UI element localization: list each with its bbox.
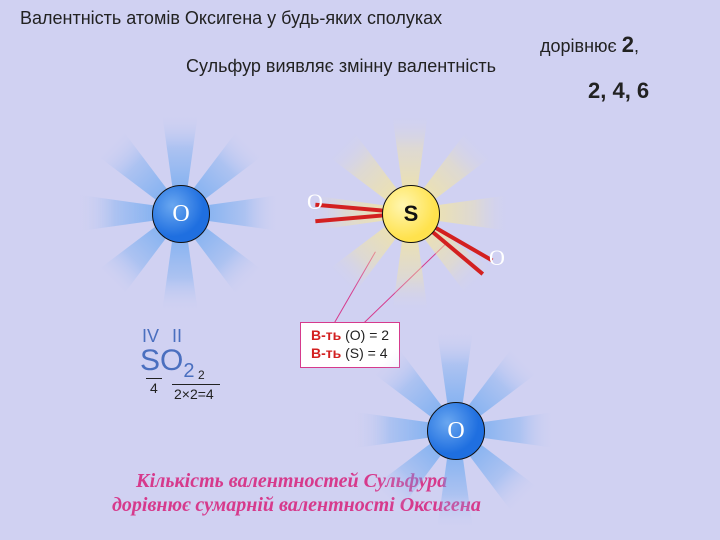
atom-oxygen-2-label: O [447, 418, 464, 445]
footer-line-2: дорівнює сумарній валентності Оксигена [112, 494, 481, 517]
valence-values: 2, 4, 6 [588, 78, 649, 104]
atom-oxygen-2-core: O [427, 402, 485, 460]
underline-right [172, 384, 220, 385]
formula-sub-2: 2 [183, 360, 194, 382]
heading-line-2-comma: , [634, 36, 639, 56]
atom-sulfur-label: S [404, 201, 419, 227]
annotation-line-o: В-ть (O) = 2 [311, 327, 389, 343]
atom-oxygen-2: O [365, 340, 545, 520]
annotation-line-s: В-ть (S) = 4 [311, 345, 389, 361]
heading-line-2-pre: дорівнює [540, 36, 622, 56]
heading-line-2-bold: 2 [622, 32, 634, 57]
annotation-s-suffix: (S) = 4 [345, 345, 387, 361]
atom-oxygen-1: O [90, 123, 270, 303]
atom-sulfur: S [320, 123, 500, 303]
heading-line-1: Валентність атомів Оксигена у будь-яких … [20, 8, 442, 29]
sulfur-o-label-1: O [307, 189, 323, 215]
annotation-o-suffix: (O) = 2 [345, 327, 389, 343]
under-left-value: 4 [150, 380, 158, 396]
formula-so: SO [140, 344, 183, 377]
heading-line-2: дорівнює 2, [540, 32, 639, 58]
heading-line-3: Сульфур виявляє змінну валентність [186, 56, 496, 77]
formula-small-2: 2 [198, 368, 205, 382]
annotation-o-prefix: В-ть [311, 327, 345, 343]
annotation-s-prefix: В-ть [311, 345, 345, 361]
sulfur-o-label-2: O [489, 245, 505, 271]
atom-oxygen-1-label: O [172, 201, 189, 228]
under-right-value: 2×2=4 [174, 386, 214, 402]
underline-left [146, 378, 162, 379]
atom-oxygen-1-core: O [152, 185, 210, 243]
atom-sulfur-core: S [382, 185, 440, 243]
